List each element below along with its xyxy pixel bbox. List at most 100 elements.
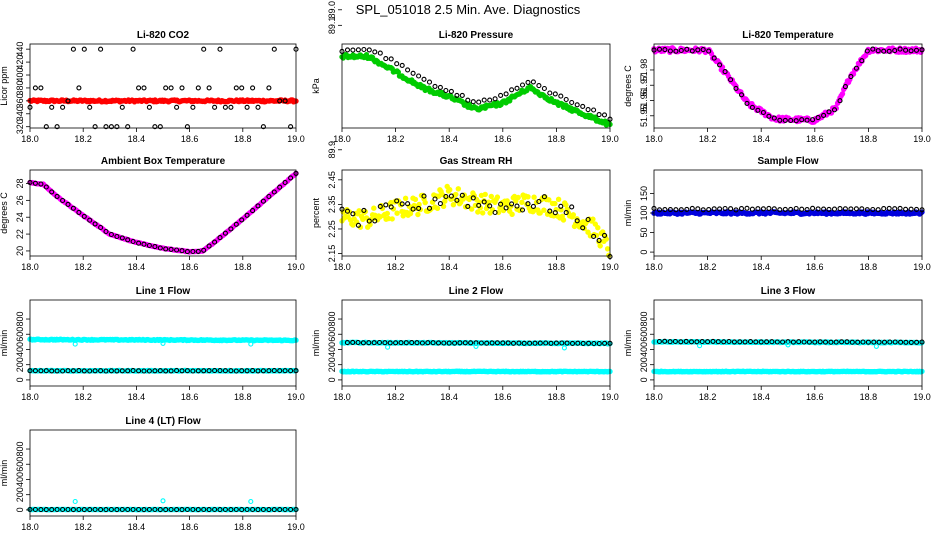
rh-point bbox=[492, 209, 498, 216]
rh-points bbox=[339, 183, 613, 260]
rh-point bbox=[574, 218, 580, 224]
li820temp-xtick-label: 18.0 bbox=[645, 134, 663, 144]
li820temp-point bbox=[711, 55, 717, 61]
line3-point bbox=[828, 339, 834, 345]
rh-point bbox=[476, 202, 482, 208]
rh-point bbox=[531, 194, 537, 200]
line4-series-outliers bbox=[72, 498, 254, 505]
rh-point bbox=[421, 193, 427, 199]
sampleflow-point bbox=[771, 206, 777, 212]
line3-point bbox=[903, 339, 909, 345]
boxtemp-ylabel: degrees C bbox=[0, 192, 9, 234]
rh-point bbox=[604, 246, 611, 252]
sampleflow-point bbox=[684, 206, 690, 212]
line4-point bbox=[108, 506, 114, 513]
sampleflow-panel: Sample Flow ml/min 18.0 18.2 18.4 18.6 18.8 19.… bbox=[623, 156, 931, 272]
sampleflow-point bbox=[788, 206, 794, 212]
li820temp-point bbox=[897, 46, 903, 52]
rh-point bbox=[509, 211, 515, 218]
li820temp-point bbox=[842, 84, 848, 90]
line2-frame bbox=[341, 299, 611, 387]
line3-point bbox=[721, 339, 727, 345]
line4-point bbox=[65, 506, 71, 513]
co2-point bbox=[38, 85, 44, 91]
line1-point bbox=[163, 368, 169, 374]
line2-point bbox=[446, 340, 452, 346]
line4-ytick-label: 800 bbox=[15, 442, 25, 457]
rh-point bbox=[389, 216, 395, 222]
line4-points bbox=[27, 498, 299, 513]
line2-xtick-label: 18.6 bbox=[494, 392, 512, 402]
sampleflow-point bbox=[678, 207, 684, 213]
li820temp-xtick-label: 18.8 bbox=[860, 134, 878, 144]
co2-point bbox=[212, 104, 218, 110]
line4-panel: Line 4 (LT) Flow ml/min 18.0 18.2 18.4 18.6 18… bbox=[0, 416, 305, 532]
li820temp-ytick-label: 51.97 bbox=[639, 74, 649, 97]
co2-point bbox=[141, 85, 147, 91]
boxtemp-xtick-label: 18.6 bbox=[181, 262, 199, 272]
line4-point bbox=[119, 506, 125, 513]
line1-xtick-label: 18.4 bbox=[128, 392, 146, 402]
sampleflow-xtick-label: 18.6 bbox=[806, 262, 824, 272]
li820temp-point bbox=[689, 48, 695, 54]
co2-point bbox=[76, 85, 82, 91]
boxtemp-ytick-label: 22 bbox=[15, 229, 25, 239]
line1-point bbox=[244, 368, 250, 374]
line3-point bbox=[833, 339, 839, 345]
pressure-point bbox=[525, 79, 531, 85]
boxtemp-xtick-label: 19.0 bbox=[287, 262, 305, 272]
line2-point bbox=[580, 340, 586, 346]
sampleflow-ytick-label: 0 bbox=[639, 250, 649, 255]
line2-point bbox=[371, 340, 377, 346]
sampleflow-point bbox=[853, 206, 859, 212]
line3-point bbox=[705, 339, 711, 345]
sampleflow-title: Sample Flow bbox=[757, 156, 818, 167]
rh-point bbox=[569, 204, 575, 210]
line2-point bbox=[462, 340, 468, 346]
rh-point bbox=[563, 210, 569, 216]
pressure-point bbox=[448, 88, 454, 94]
rh-point bbox=[560, 217, 567, 223]
line2-point bbox=[457, 340, 463, 346]
line3-point bbox=[873, 343, 879, 349]
sampleflow-point bbox=[755, 206, 761, 212]
pressure-point bbox=[552, 91, 558, 97]
sampleflow-point bbox=[875, 207, 881, 213]
pressure-point bbox=[443, 87, 449, 94]
line3-point bbox=[764, 339, 770, 345]
line4-point bbox=[141, 507, 147, 513]
line1-point bbox=[38, 368, 44, 374]
pressure-point bbox=[410, 70, 416, 76]
line2-point bbox=[527, 340, 533, 346]
line3-point bbox=[849, 339, 855, 345]
co2-point bbox=[179, 85, 185, 91]
rh-point bbox=[350, 211, 356, 217]
co2-points bbox=[27, 46, 299, 130]
sampleflow-point bbox=[870, 206, 876, 213]
line4-xtick-label: 18.4 bbox=[128, 522, 146, 532]
rh-point bbox=[454, 197, 460, 203]
co2-point bbox=[217, 46, 223, 52]
rh-point bbox=[585, 216, 591, 223]
line1-point bbox=[266, 368, 272, 374]
line4-point bbox=[157, 507, 163, 513]
co2-point bbox=[49, 104, 55, 110]
co2-point bbox=[54, 124, 60, 130]
line4-point bbox=[98, 507, 104, 513]
rh-point bbox=[547, 208, 553, 214]
co2-point bbox=[168, 85, 174, 91]
boxtemp-point bbox=[174, 247, 180, 253]
li820temp-point bbox=[667, 48, 673, 54]
rh-point bbox=[481, 199, 487, 205]
line2-ytick-label: 0 bbox=[327, 377, 337, 382]
line2-point bbox=[355, 339, 361, 346]
li820temp-point bbox=[656, 46, 663, 52]
rh-point bbox=[552, 210, 558, 216]
line3-point bbox=[812, 339, 818, 345]
line2-point bbox=[414, 340, 420, 346]
rh-point bbox=[580, 225, 586, 231]
rh-point bbox=[415, 211, 421, 218]
co2-ytick-label: 380 bbox=[15, 80, 25, 95]
pressure-series-avg bbox=[339, 46, 613, 122]
line2-point bbox=[366, 340, 372, 346]
